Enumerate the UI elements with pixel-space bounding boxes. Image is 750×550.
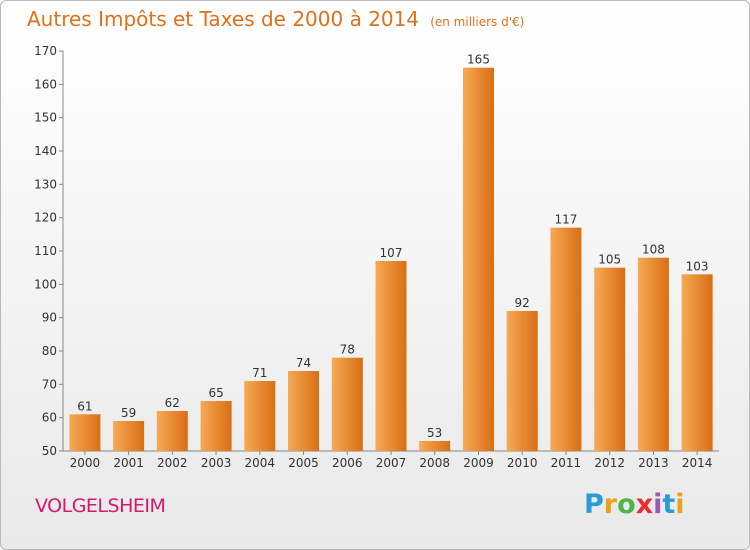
y-tick-label: 70 [42, 377, 57, 391]
bar [288, 371, 319, 451]
y-tick-label: 120 [34, 211, 57, 225]
title-text: Autres Impôts et Taxes de 2000 à 2014 [27, 7, 420, 31]
bar [419, 441, 451, 451]
bar-value-label: 74 [296, 356, 311, 370]
y-tick-label: 80 [42, 344, 57, 358]
x-tick-label: 2001 [113, 456, 144, 470]
bar-value-label: 61 [77, 399, 92, 413]
bar [69, 414, 101, 451]
bar [113, 421, 145, 451]
logo-letter: i [675, 489, 685, 520]
bar [681, 274, 713, 451]
bar [375, 261, 407, 451]
x-tick-label: 2003 [201, 456, 232, 470]
logo-letter: P [584, 489, 604, 520]
bar-value-label: 117 [554, 213, 577, 227]
bar-value-label: 165 [467, 53, 490, 67]
bar-value-label: 105 [598, 253, 621, 267]
y-tick-label: 140 [34, 144, 57, 158]
y-tick-label: 170 [34, 44, 57, 58]
x-tick-label: 2011 [551, 456, 582, 470]
y-tick-label: 150 [34, 111, 57, 125]
y-tick-label: 60 [42, 411, 57, 425]
bar [463, 67, 494, 451]
x-tick-label: 2004 [245, 456, 276, 470]
bar-value-label: 71 [252, 366, 267, 380]
y-tick-label: 110 [34, 244, 57, 258]
bar-value-label: 78 [340, 343, 355, 357]
bar [550, 227, 582, 451]
x-tick-label: 2005 [288, 456, 319, 470]
x-tick-label: 2002 [157, 456, 188, 470]
bar [156, 411, 188, 451]
x-tick-label: 2009 [463, 456, 494, 470]
bar-value-label: 92 [515, 296, 530, 310]
bar [637, 257, 669, 451]
location-label: VOLGELSHEIM [35, 495, 166, 517]
x-tick-label: 2007 [376, 456, 407, 470]
x-tick-label: 2006 [332, 456, 363, 470]
bar-value-label: 53 [427, 426, 442, 440]
logo-letter: i [653, 489, 663, 520]
bar-value-label: 59 [121, 406, 136, 420]
bar-value-label: 62 [165, 396, 180, 410]
bar [200, 401, 232, 451]
x-tick-label: 2010 [507, 456, 538, 470]
bar-value-label: 65 [208, 386, 223, 400]
logo-letter: r [603, 489, 618, 520]
x-tick-label: 2014 [682, 456, 713, 470]
y-tick-label: 50 [42, 444, 57, 458]
brand-logo: Proxiti [584, 489, 685, 520]
bar-value-label: 103 [686, 259, 709, 273]
x-tick-label: 2000 [70, 456, 101, 470]
y-tick-label: 160 [34, 77, 57, 91]
logo-letter: t [662, 489, 676, 520]
x-tick-label: 2012 [594, 456, 625, 470]
y-tick-label: 100 [34, 277, 57, 291]
bar [594, 267, 626, 451]
logo-letter: x [635, 489, 654, 520]
bar [331, 357, 363, 451]
title-unit: (en milliers d'€) [430, 15, 525, 29]
x-tick-label: 2013 [638, 456, 669, 470]
logo-letter: o [617, 489, 636, 520]
bar-value-label: 107 [380, 246, 403, 260]
bar [244, 381, 276, 451]
y-tick-label: 90 [42, 311, 57, 325]
x-tick-label: 2008 [419, 456, 450, 470]
bar-value-label: 108 [642, 243, 665, 257]
chart-title: Autres Impôts et Taxes de 2000 à 2014 (e… [27, 7, 524, 31]
y-tick-label: 130 [34, 177, 57, 191]
bar [506, 311, 538, 451]
